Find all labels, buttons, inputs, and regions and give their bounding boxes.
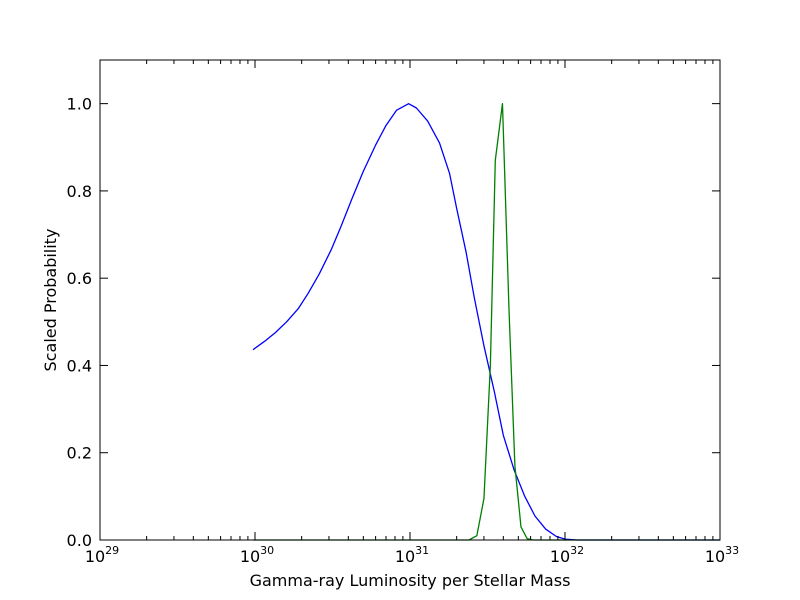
y-axis-label: Scaled Probability [41, 229, 60, 372]
y-tick-label: 0.2 [67, 444, 92, 463]
x-tick-label-base: 10 [85, 547, 105, 566]
y-tick-labels: 0.0 0.2 0.4 0.6 0.8 1.0 [67, 95, 92, 550]
x-tick-label: 1030 [240, 544, 274, 566]
x-tick-label: 1029 [85, 544, 119, 566]
plot-content [252, 102, 720, 541]
x-tick-label-base: 10 [240, 547, 260, 566]
x-tick-label: 1031 [395, 544, 429, 566]
y-tick-label: 1.0 [67, 95, 92, 114]
x-tick-label-exponent: 33 [725, 544, 739, 557]
x-tick-label-exponent: 29 [105, 544, 119, 557]
series-line-2 [252, 102, 720, 541]
x-tick-label: 1032 [550, 544, 584, 566]
x-tick-label-exponent: 31 [415, 544, 429, 557]
x-tick-label-base: 10 [550, 547, 570, 566]
x-tick-label-base: 10 [395, 547, 415, 566]
x-tick-label-exponent: 32 [570, 544, 584, 557]
axis-ticks [99, 60, 721, 541]
y-tick-label: 0.4 [67, 356, 92, 375]
series-line-1 [252, 102, 720, 541]
x-tick-label-exponent: 30 [260, 544, 274, 557]
y-tick-label: 0.8 [67, 182, 92, 201]
x-axis-label: Gamma-ray Luminosity per Stellar Mass [250, 571, 571, 590]
x-tick-label: 1033 [705, 544, 739, 566]
x-tick-labels: 1029 1030 1031 1032 1033 [85, 544, 739, 566]
x-tick-label-base: 10 [705, 547, 725, 566]
y-tick-label: 0.6 [67, 269, 92, 288]
y-tick-label: 0.0 [67, 531, 92, 550]
